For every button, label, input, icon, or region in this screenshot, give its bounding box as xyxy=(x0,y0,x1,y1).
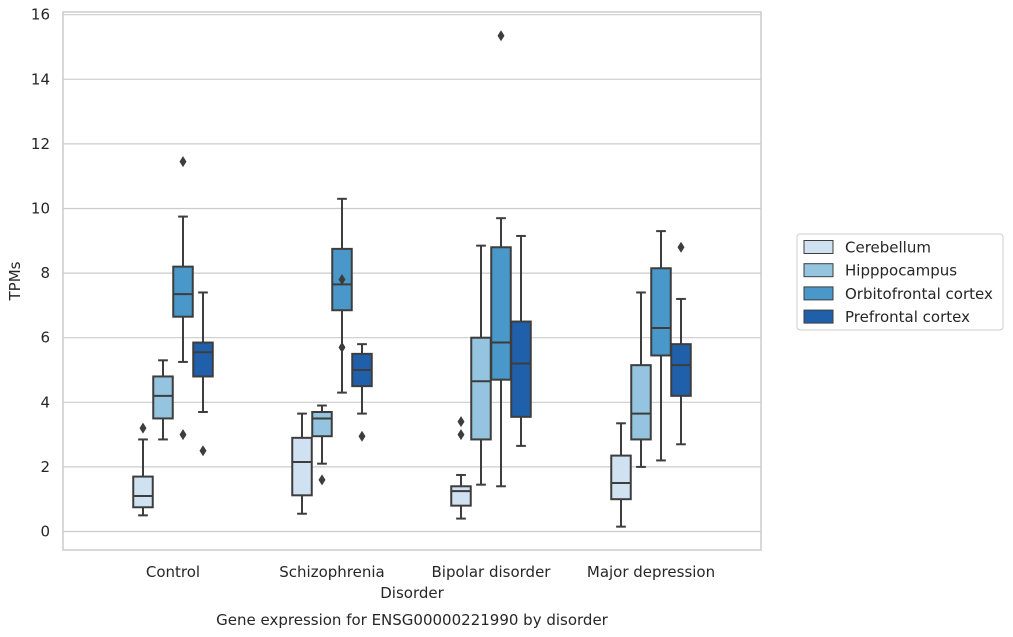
x-tick-label: Schizophrenia xyxy=(279,563,384,581)
box-3-2 xyxy=(510,234,532,447)
outlier-point xyxy=(139,422,147,434)
plot-frame xyxy=(62,11,762,551)
outlier-point xyxy=(358,430,366,442)
box-body xyxy=(192,341,214,378)
legend-label: Prefrontal cortex xyxy=(845,308,970,326)
box-body xyxy=(172,265,194,318)
outlier-point xyxy=(179,156,187,168)
box-body xyxy=(490,246,512,381)
box-0-0 xyxy=(132,422,154,517)
x-tick-labels: Control Schizophrenia Bipolar disorder Majo… xyxy=(146,563,715,581)
box-2-0 xyxy=(172,156,194,441)
legend-label: Hipppocampus xyxy=(845,262,957,280)
outlier-point xyxy=(457,416,465,428)
x-tick-label: Control xyxy=(146,563,200,581)
box-3-1 xyxy=(351,343,373,442)
chart-caption: Gene expression for ENSG00000221990 by d… xyxy=(216,611,609,629)
outlier-point xyxy=(179,429,187,441)
box-1-1 xyxy=(311,404,333,486)
y-tick-label: 4 xyxy=(40,393,50,411)
outlier-point xyxy=(318,474,326,486)
outlier-point xyxy=(338,341,346,353)
box-0-1 xyxy=(291,412,313,515)
x-axis-title: Disorder xyxy=(380,584,444,602)
legend-swatch xyxy=(803,286,834,301)
legend-swatch xyxy=(803,240,834,254)
legend-label: Cerebellum xyxy=(845,239,931,257)
boxes xyxy=(132,30,692,528)
y-tick-label: 14 xyxy=(31,70,50,88)
box-body xyxy=(510,320,532,418)
outlier-point xyxy=(199,445,207,457)
box-body xyxy=(450,485,472,507)
box-body xyxy=(291,436,313,497)
outlier-point xyxy=(497,30,505,42)
y-tick-label: 10 xyxy=(31,200,50,218)
box-0-3 xyxy=(610,422,632,528)
y-tick-label: 0 xyxy=(40,523,50,541)
box-3-3 xyxy=(670,241,692,446)
box-3-0 xyxy=(192,291,214,457)
outlier-point xyxy=(457,429,465,441)
box-2-2 xyxy=(490,30,512,488)
box-body xyxy=(152,375,174,420)
box-1-0 xyxy=(152,359,174,441)
box-body xyxy=(132,475,154,509)
box-0-2 xyxy=(450,416,472,520)
outlier-point xyxy=(677,241,685,253)
x-tick-label: Bipolar disorder xyxy=(432,563,552,581)
box-body xyxy=(470,336,492,441)
box-2-3 xyxy=(650,230,672,462)
y-tick-label: 16 xyxy=(31,6,50,24)
box-body xyxy=(311,410,333,438)
y-tick-label: 6 xyxy=(40,329,50,347)
y-tick-labels: 0 2 4 6 8 10 12 14 16 xyxy=(31,6,50,541)
legend-frame xyxy=(796,233,1004,331)
box-body xyxy=(670,343,692,397)
box-body xyxy=(650,267,672,357)
box-body xyxy=(630,364,652,441)
legend: Cerebellum Hipppocampus Orbitofrontal cort… xyxy=(796,233,1004,331)
y-tick-label: 2 xyxy=(40,458,50,476)
x-tick-label: Major depression xyxy=(587,563,715,581)
box-1-3 xyxy=(630,291,652,468)
y-tick-label: 12 xyxy=(31,135,50,153)
box-2-1 xyxy=(331,197,353,394)
legend-swatch xyxy=(803,309,834,324)
outlier-point xyxy=(338,274,346,286)
box-1-2 xyxy=(470,244,492,486)
box-body xyxy=(610,454,632,501)
legend-swatch xyxy=(803,263,834,278)
y-axis-title: TPMs xyxy=(6,261,24,301)
legend-label: Orbitofrontal cortex xyxy=(845,285,993,303)
y-tick-label: 8 xyxy=(40,264,50,282)
